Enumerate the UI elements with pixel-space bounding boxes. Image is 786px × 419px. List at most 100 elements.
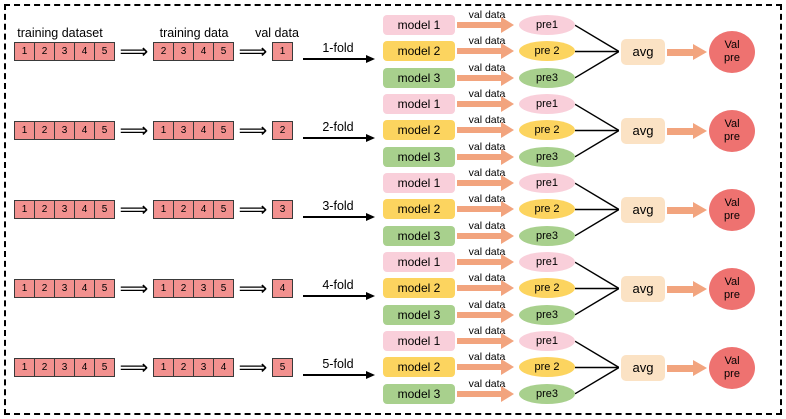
model-row: model 3 val data pre3 [383,377,575,407]
val-data-cell-group: 5 [272,358,293,377]
arrow-head [501,175,514,192]
val-data-label: val data [468,219,506,232]
double-arrow-icon: ⟹ [119,40,149,63]
arrow-shaft [667,127,693,135]
prediction-ellipse: pre 2 [519,120,575,141]
flow-arrow-icon: val data [455,167,519,196]
training-data-cells: 1 3 4 5 [153,121,234,140]
val-data-label: val data [468,272,506,285]
arrow-shaft [457,259,501,266]
arrow-shaft [457,153,501,160]
train-cell: 3 [193,358,214,377]
right-arrow-icon [303,55,375,63]
train-cell: 4 [193,121,214,140]
flow-arrow-icon: val data [455,141,519,170]
dataset-cell: 5 [94,200,115,219]
dataset-cell: 2 [34,200,55,219]
train-cell: 4 [193,42,214,61]
fold-label: 1-fold [322,41,354,55]
model-row: model 3 val data pre3 [383,298,575,328]
arrow-shaft [457,180,501,187]
model-row: model 1 val data pre1 [383,246,575,275]
model-row: model 1 val data pre1 [383,9,575,38]
val-data-label: val data [468,325,506,338]
train-cell: 5 [213,200,234,219]
training-dataset-cells: 1 2 3 4 5 [14,279,115,298]
prediction-ellipse: pre1 [519,94,575,115]
arrow-shaft [667,285,693,293]
model-box: model 2 [383,199,455,220]
fold-row: 1 2 3 4 5 ⟹ 1 2 4 5 ⟹ 3 3-fold model 1 v… [14,167,755,249]
prediction-ellipse: pre3 [519,304,575,325]
flow-arrow-icon: val data [455,193,519,222]
val-pre-circle: Val pre [709,30,755,73]
flow-arrow-icon: val data [455,298,519,328]
flow-arrow-icon: val data [455,351,519,380]
model-box: model 1 [383,252,455,273]
val-pre-circle: Val pre [709,109,755,152]
val-data-label: val data [468,88,506,101]
converge-lines-icon [575,340,619,395]
arrow-head [501,17,514,34]
arrow-head [501,69,514,86]
fold-row: 1 2 3 4 5 ⟹ 2 3 4 5 ⟹ 1 1-fold model 1 v… [14,9,755,91]
val-data-cell-group: 3 [272,200,293,219]
arrow-head [693,280,707,297]
avg-box: avg [621,354,665,381]
fold-row: 1 2 3 4 5 ⟹ 1 2 3 5 ⟹ 4 4-fold model 1 v… [14,246,755,328]
train-cell: 3 [173,42,194,61]
val-data-label: val data [468,114,506,127]
dataset-cell: 5 [94,42,115,61]
dataset-cell: 2 [34,42,55,61]
fold-arrow-block: 2-fold [301,120,375,142]
arrow-head [693,359,707,376]
val-cell: 1 [272,42,293,61]
arrow-shaft [457,22,501,29]
right-arrow-icon [303,292,375,300]
flow-arrow-icon: val data [455,325,519,354]
training-data-cells: 1 2 4 5 [153,200,234,219]
model-box: model 2 [383,278,455,299]
model-box: model 3 [383,67,455,88]
train-cell: 5 [213,279,234,298]
double-arrow-icon: ⟹ [238,119,268,142]
dataset-cell: 3 [54,42,75,61]
dataset-cell: 2 [34,279,55,298]
arrow-shaft [457,285,501,292]
arrow-shaft [457,206,501,213]
arrow-head [501,280,514,297]
fold-arrow-block: 5-fold [301,357,375,379]
val-pre-label-top: Val [724,275,740,288]
arrow-head [501,227,514,244]
arrow-head [501,43,514,60]
arrow-head [501,201,514,218]
double-arrow-icon: ⟹ [119,277,149,300]
arrow-head [501,96,514,113]
val-data-label: val data [468,377,506,390]
arrow-shaft [457,338,501,345]
dataset-cell: 1 [14,279,35,298]
model-box: model 1 [383,331,455,352]
arrow-shaft [457,311,501,318]
train-cell: 1 [153,279,174,298]
prediction-ellipse: pre3 [519,225,575,246]
model-box: model 3 [383,225,455,246]
fold-arrow-block: 3-fold [301,199,375,221]
model-row: model 2 val data pre 2 [383,272,575,301]
double-arrow-icon: ⟹ [238,40,268,63]
train-cell: 5 [213,121,234,140]
model-row: model 1 val data pre1 [383,88,575,117]
arrow-shaft [667,364,693,372]
fold-label: 5-fold [322,357,354,371]
header-training-data: training data [159,26,229,40]
output-arrow-icon [667,276,707,302]
fold-arrow-block: 1-fold [301,41,375,63]
header-val-data: val data [255,26,299,40]
converge-lines-icon [575,103,619,158]
right-arrow-icon [303,371,375,379]
val-data-label: val data [468,298,506,311]
training-dataset-cells: 1 2 3 4 5 [14,200,115,219]
arrow-head [501,254,514,271]
arrow-head [501,333,514,350]
val-pre-label-bottom: pre [724,209,740,222]
